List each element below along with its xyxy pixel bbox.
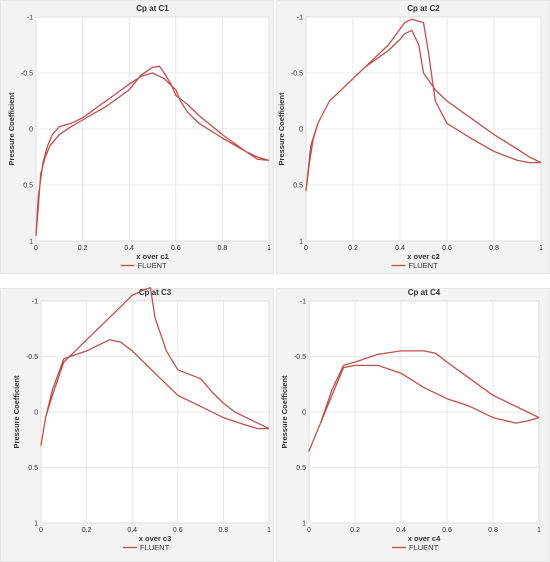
y-tick-label: 0 xyxy=(302,410,306,417)
x-tick-label: 0.2 xyxy=(78,245,88,252)
x-tick-label: 0 xyxy=(34,245,38,252)
y-tick-label: -1 xyxy=(32,299,38,306)
y-tick-label: 1 xyxy=(29,239,33,246)
chart-panel-4: 0 0.2 0.4 0.6 0.8 1 -1 -0.5 0 0.5 1 Cp at C4 x over … xyxy=(276,288,550,562)
x-tick-label: 0 xyxy=(307,527,311,534)
x-tick-label: 0.4 xyxy=(395,245,405,252)
x-axis-label: x over c3 xyxy=(139,534,172,543)
chart-svg-2: 0 0.2 0.4 0.6 0.8 1 -1 -0.5 0 0.5 1 Cp at C2 x over … xyxy=(277,4,543,270)
y-tick-label: 1 xyxy=(34,521,38,528)
x-axis-label: x over c4 xyxy=(408,534,441,543)
chart-svg-1: 0 0.2 0.4 0.6 0.8 1 -1 -0.5 0 0.5 1 Cp at C1 x over … xyxy=(7,4,271,270)
x-tick-label: 1 xyxy=(537,527,541,534)
chart-svg-3: 0 0.2 0.4 0.6 0.8 1 -1 -0.5 0 0.5 1 Cp at C3 x over … xyxy=(12,287,271,552)
x-axis-label: x over c1 xyxy=(136,252,169,261)
y-tick-label: -1 xyxy=(300,299,306,306)
y-axis-label: Pressure Coefficient xyxy=(277,92,286,165)
x-tick-label: 0.6 xyxy=(442,527,452,534)
chart-title: Cp at C2 xyxy=(407,4,440,13)
y-axis-label: Pressure Coefficient xyxy=(280,375,289,448)
x-tick-label: 0.4 xyxy=(396,527,406,534)
x-tick-label: 1 xyxy=(539,245,543,252)
y-tick-label: 0.5 xyxy=(293,183,303,190)
legend-label: FLUENT xyxy=(409,543,439,552)
x-tick-label: 0.4 xyxy=(127,527,137,534)
x-tick-label: 0.8 xyxy=(219,527,229,534)
x-tick-label: 0.8 xyxy=(218,245,228,252)
y-tick-label: 0.5 xyxy=(23,183,33,190)
x-tick-label: 1 xyxy=(267,527,271,534)
chart-title: Cp at C1 xyxy=(136,4,169,13)
x-tick-label: 0.6 xyxy=(171,245,181,252)
y-axis-label: Pressure Coefficient xyxy=(12,375,21,448)
chart-title: Cp at C3 xyxy=(139,288,172,297)
x-tick-label: 0 xyxy=(39,527,43,534)
chart-svg-4: 0 0.2 0.4 0.6 0.8 1 -1 -0.5 0 0.5 1 Cp at C4 x over … xyxy=(280,288,541,552)
x-tick-label: 0.6 xyxy=(442,245,452,252)
series-line-fluent xyxy=(40,287,270,446)
series-line-fluent xyxy=(308,350,540,452)
y-tick-label: 1 xyxy=(299,239,303,246)
legend-label: FLUENT xyxy=(138,261,168,270)
y-tick-label: 0.5 xyxy=(28,465,38,472)
y-tick-label: -0.5 xyxy=(26,354,38,361)
x-tick-label: 0.2 xyxy=(348,245,358,252)
series-line-fluent xyxy=(305,18,542,192)
y-tick-label: -1 xyxy=(297,15,303,22)
y-tick-label: 0 xyxy=(29,127,33,134)
chart-panel-3: 0 0.2 0.4 0.6 0.8 1 -1 -0.5 0 0.5 1 Cp at C3 x over … xyxy=(0,287,274,562)
y-tick-label: -0.5 xyxy=(291,71,303,78)
x-tick-label: 0.2 xyxy=(350,527,360,534)
y-tick-label: 0 xyxy=(34,410,38,417)
legend-label: FLUENT xyxy=(140,543,170,552)
series-line-fluent xyxy=(35,65,270,237)
x-axis-label: x over c2 xyxy=(407,252,440,261)
chart-title: Cp at C4 xyxy=(408,288,441,297)
y-tick-label: -0.5 xyxy=(294,354,306,361)
x-tick-label: 0 xyxy=(304,245,308,252)
x-tick-label: 1 xyxy=(267,245,271,252)
chart-panel-2: 0 0.2 0.4 0.6 0.8 1 -1 -0.5 0 0.5 1 Cp at C2 x over … xyxy=(276,0,550,274)
y-tick-label: 1 xyxy=(302,521,306,528)
y-tick-label: -1 xyxy=(27,15,33,22)
y-tick-label: 0.5 xyxy=(296,465,306,472)
chart-panel-1: 0 0.2 0.4 0.6 0.8 1 -1 -0.5 0 0.5 1 Cp at C1 x over … xyxy=(0,0,274,274)
x-tick-label: 0.2 xyxy=(82,527,92,534)
y-axis-label: Pressure Coefficient xyxy=(7,92,16,165)
y-tick-label: 0 xyxy=(299,127,303,134)
legend-label: FLUENT xyxy=(409,261,439,270)
x-tick-label: 0.4 xyxy=(124,245,134,252)
x-tick-label: 0.8 xyxy=(489,245,499,252)
y-tick-label: -0.5 xyxy=(21,71,33,78)
x-tick-label: 0.8 xyxy=(488,527,498,534)
x-tick-label: 0.6 xyxy=(173,527,183,534)
